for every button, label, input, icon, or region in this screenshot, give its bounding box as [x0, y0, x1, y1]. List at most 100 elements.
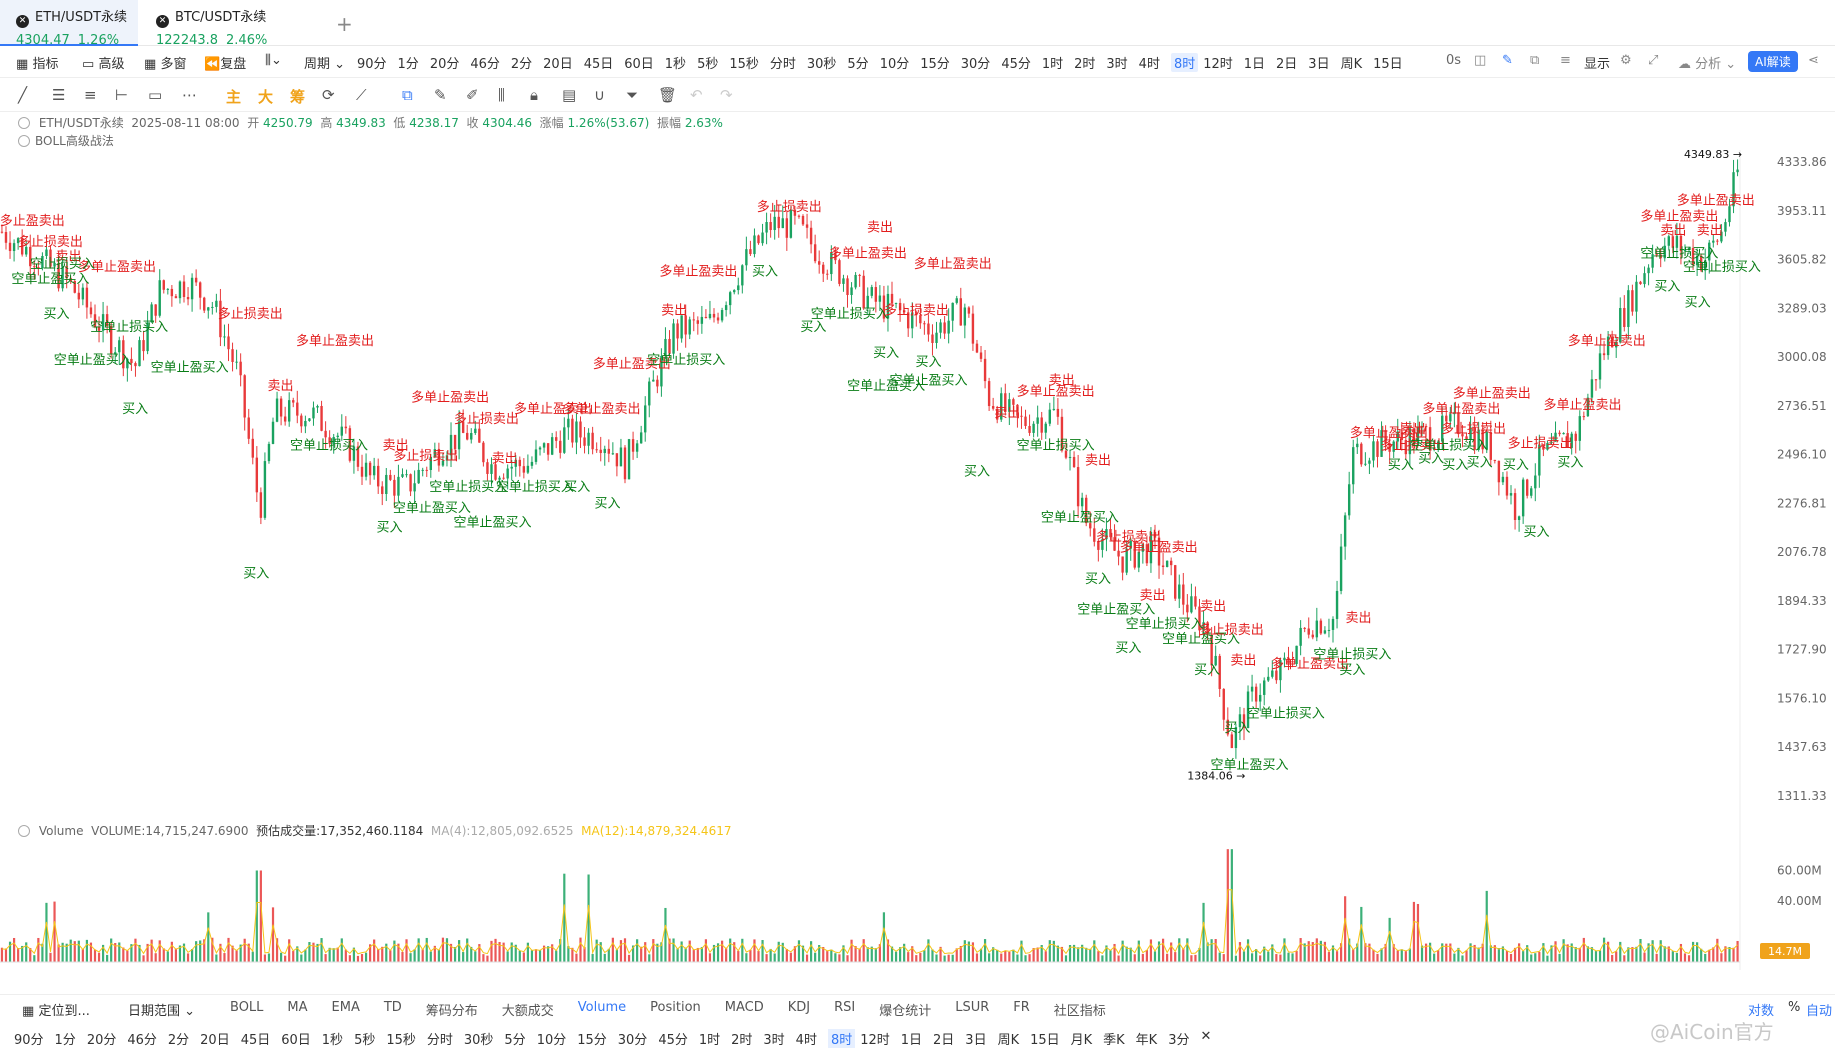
settings-gear-icon[interactable]: ⚙ — [1620, 53, 1632, 68]
indicator-tab-0[interactable]: BOLL — [230, 1000, 264, 1015]
interval-19[interactable]: 2时 — [1074, 57, 1096, 72]
bottom-interval-29[interactable]: 月K — [1070, 1033, 1093, 1048]
bottom-interval-7[interactable]: 60日 — [281, 1033, 311, 1048]
pencil-icon[interactable]: ✐ — [466, 86, 479, 104]
bottom-interval-4[interactable]: 2分 — [167, 1033, 190, 1048]
share-icon[interactable]: ⋖ — [1808, 53, 1819, 68]
percent-toggle[interactable]: % — [1788, 1000, 1801, 1015]
indicator-button[interactable]: ▦ 指标 — [16, 57, 59, 72]
close-icon[interactable]: ✕ — [1200, 1029, 1212, 1044]
add-tab-button[interactable]: + — [336, 12, 353, 36]
indicator-tab-14[interactable]: 社区指标 — [1053, 1004, 1106, 1019]
bottom-interval-16[interactable]: 30分 — [617, 1033, 648, 1048]
fullscreen-icon[interactable]: ⤢ — [1648, 53, 1659, 68]
interval-21[interactable]: 4时 — [1138, 57, 1160, 72]
trash-icon[interactable]: 🗑︎ — [658, 86, 678, 104]
log-scale-toggle[interactable]: 对数 — [1748, 1004, 1775, 1019]
indicator-tab-4[interactable]: 筹码分布 — [425, 1004, 478, 1019]
bottom-interval-15[interactable]: 15分 — [577, 1033, 607, 1048]
analysis-button[interactable]: ☁ 分析 ⌄ — [1678, 57, 1737, 72]
bottom-interval-10[interactable]: 15秒 — [386, 1033, 416, 1048]
more-tools-icon[interactable]: ⋯ — [182, 86, 197, 104]
measure-icon[interactable]: ⟋ — [356, 86, 367, 104]
tab-eth[interactable]: ✕ ETH/USDT永续 4304.47 1.26% — [0, 0, 138, 48]
indicator-tab-12[interactable]: LSUR — [955, 1000, 990, 1015]
replay-button[interactable]: ⏪复盘 — [204, 57, 247, 72]
indicator-tab-10[interactable]: RSI — [834, 1000, 856, 1015]
bottom-interval-12[interactable]: 30秒 — [463, 1033, 494, 1048]
rectangle-tool-icon[interactable]: ▭ — [148, 86, 163, 104]
pattern-icon[interactable]: ⫼ — [498, 86, 505, 104]
close-tab-icon[interactable]: ✕ — [156, 15, 169, 28]
interval-5[interactable]: 20日 — [543, 57, 573, 72]
note-icon[interactable]: ▤ — [562, 86, 577, 104]
ray-tool-icon[interactable]: ⊢ — [115, 86, 129, 104]
interval-14[interactable]: 10分 — [879, 57, 910, 72]
bottom-interval-11[interactable]: 分时 — [426, 1033, 453, 1048]
bottom-interval-32[interactable]: 3分 — [1168, 1033, 1190, 1048]
interval-4[interactable]: 2分 — [510, 57, 533, 72]
bottom-interval-14[interactable]: 10分 — [536, 1033, 567, 1048]
bottom-interval-13[interactable]: 5分 — [504, 1033, 526, 1048]
sync-icon[interactable]: ⟳ — [322, 86, 335, 104]
indicator-tab-13[interactable]: FR — [1013, 1000, 1030, 1015]
price-chart[interactable]: 4333.86 3953.11 3605.82 3289.03 3000.08 2736.… — [0, 150, 1835, 970]
bottom-interval-18[interactable]: 1时 — [698, 1033, 721, 1048]
bottom-interval-31[interactable]: 年K — [1135, 1033, 1158, 1048]
filter-icon[interactable]: ⏷ — [626, 86, 639, 104]
auto-scale-toggle[interactable]: 自动 — [1806, 1004, 1833, 1019]
interval-25[interactable]: 2日 — [1276, 57, 1298, 72]
chart-type-button[interactable]: ⫼⌄ — [265, 53, 282, 68]
interval-13[interactable]: 5分 — [847, 57, 869, 72]
interval-23[interactable]: 12时 — [1203, 57, 1233, 72]
multi-window-button[interactable]: ▦ 多窗 — [144, 57, 187, 72]
magnet-icon[interactable]: ∪ — [594, 86, 605, 104]
bottom-interval-6[interactable]: 45日 — [240, 1033, 271, 1048]
hline-tool-icon[interactable]: ☰ — [52, 86, 66, 104]
undo-icon[interactable]: ↶ — [690, 86, 703, 104]
indicator-tab-2[interactable]: EMA — [331, 1000, 360, 1015]
indicator-tab-1[interactable]: MA — [287, 1000, 308, 1015]
bottom-interval-21[interactable]: 4时 — [795, 1033, 817, 1048]
bottom-interval-9[interactable]: 5秒 — [354, 1033, 376, 1048]
interval-8[interactable]: 1秒 — [664, 57, 687, 72]
list-icon[interactable]: ≡ — [1560, 53, 1571, 68]
interval-28[interactable]: 15日 — [1373, 57, 1403, 72]
copy-icon[interactable]: ⧉ — [402, 86, 413, 104]
date-range-dropdown[interactable]: 日期范围 ⌄ — [128, 1004, 196, 1019]
bottom-interval-22[interactable]: 8时 — [827, 1029, 856, 1048]
interval-18[interactable]: 1时 — [1041, 57, 1064, 72]
indicator-tab-11[interactable]: 爆仓统计 — [879, 1004, 932, 1019]
chips-overlay-toggle[interactable]: 筹 — [290, 88, 306, 106]
ai-read-button[interactable]: AI解读 — [1748, 51, 1798, 72]
locate-button[interactable]: ▦ 定位到... — [22, 1004, 90, 1019]
bottom-interval-24[interactable]: 1日 — [900, 1033, 923, 1048]
bottom-interval-26[interactable]: 3日 — [965, 1033, 987, 1048]
bottom-interval-2[interactable]: 20分 — [86, 1033, 117, 1048]
indicator-tab-6[interactable]: Volume — [577, 1000, 627, 1015]
interval-16[interactable]: 30分 — [960, 57, 991, 72]
interval-10[interactable]: 15秒 — [729, 57, 759, 72]
bottom-interval-20[interactable]: 3时 — [763, 1033, 785, 1048]
indicator-tab-7[interactable]: Position — [650, 1000, 701, 1015]
bottom-interval-19[interactable]: 2时 — [731, 1033, 753, 1048]
line-tool-icon[interactable]: ╱ — [18, 86, 28, 104]
lock-icon[interactable]: 🔒︎ — [530, 86, 538, 104]
bottom-interval-3[interactable]: 46分 — [127, 1033, 157, 1048]
pen-icon[interactable]: ✎ — [1502, 53, 1513, 68]
bottom-interval-25[interactable]: 2日 — [933, 1033, 955, 1048]
interval-27[interactable]: 周K — [1340, 57, 1363, 72]
bottom-interval-28[interactable]: 15日 — [1030, 1033, 1060, 1048]
bottom-interval-0[interactable]: 90分 — [14, 1033, 44, 1048]
indicator-tab-3[interactable]: TD — [383, 1000, 402, 1015]
interval-0[interactable]: 90分 — [357, 57, 387, 72]
tab-btc[interactable]: ✕ BTC/USDT永续 122243.8 2.46% — [140, 0, 290, 48]
indicator-tab-8[interactable]: MACD — [724, 1000, 764, 1015]
window-icon[interactable]: ⧉ — [1530, 53, 1540, 68]
interval-3[interactable]: 46分 — [470, 57, 500, 72]
camera-icon[interactable]: ◫ — [1474, 53, 1487, 68]
interval-12[interactable]: 30秒 — [806, 57, 837, 72]
display-button[interactable]: 显示 — [1584, 57, 1611, 72]
bottom-interval-5[interactable]: 20日 — [200, 1033, 230, 1048]
interval-26[interactable]: 3日 — [1308, 57, 1330, 72]
